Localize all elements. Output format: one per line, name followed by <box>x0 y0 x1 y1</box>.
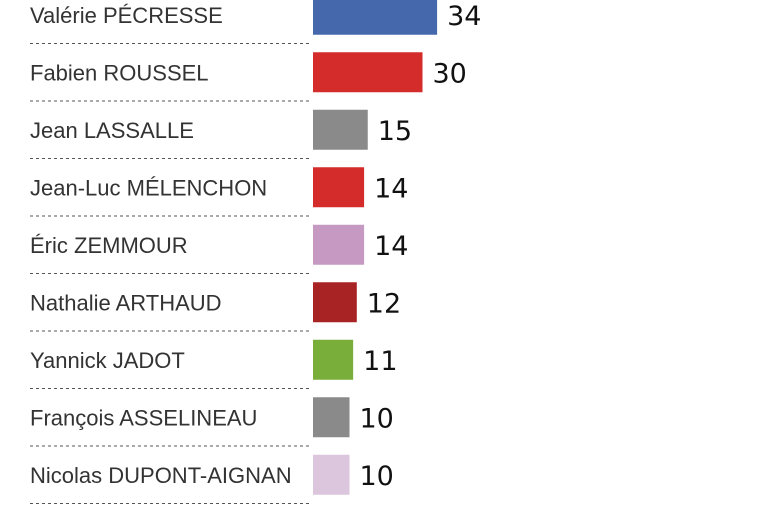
category-label: Nicolas DUPONT-AIGNAN <box>30 463 292 488</box>
value-label: 12 <box>367 288 401 319</box>
category-label: Jean-Luc MÉLENCHON <box>30 175 267 200</box>
bar <box>313 224 365 265</box>
bar <box>313 454 350 495</box>
bar <box>313 397 350 438</box>
category-label: Fabien ROUSSEL <box>30 60 209 85</box>
category-label: Yannick JADOT <box>30 348 185 373</box>
value-label: 11 <box>363 346 397 377</box>
value-label: 10 <box>360 461 394 492</box>
value-label: 14 <box>374 231 408 262</box>
bar <box>313 339 354 380</box>
value-label: 15 <box>378 116 412 147</box>
value-label: 30 <box>433 58 467 89</box>
bar <box>313 0 438 35</box>
category-label: Valérie PÉCRESSE <box>30 3 223 28</box>
value-label: 10 <box>360 403 394 434</box>
category-label: Nathalie ARTHAUD <box>30 290 222 315</box>
category-label: François ASSELINEAU <box>30 405 257 430</box>
value-label: 14 <box>374 173 408 204</box>
category-label: Jean LASSALLE <box>30 118 194 143</box>
bar <box>313 282 357 323</box>
bar <box>313 52 423 93</box>
value-label: 34 <box>447 1 481 32</box>
bar <box>313 109 368 150</box>
bar <box>313 167 365 208</box>
chart-rows: Valérie PÉCRESSE 34 Fabien ROUSSEL 30 Jean L… <box>30 0 481 504</box>
category-label: Éric ZEMMOUR <box>30 233 188 258</box>
